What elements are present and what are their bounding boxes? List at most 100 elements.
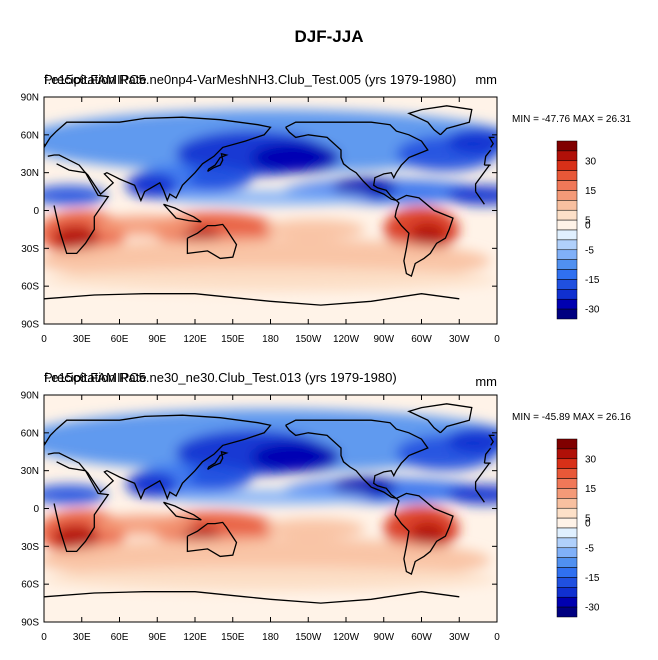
colorbar-box bbox=[556, 229, 578, 241]
x-tick-label: 0 bbox=[41, 632, 47, 643]
x-tick-label: 30E bbox=[73, 334, 91, 345]
panel-top: Precipitation Rate f.e15c6.FAMIPC5.ne0np… bbox=[21, 72, 632, 345]
y-tick-label: 0 bbox=[33, 504, 39, 515]
y-tick-label: 30S bbox=[21, 244, 39, 255]
coastline bbox=[285, 121, 429, 202]
colorbar-box bbox=[556, 596, 578, 608]
field-region bbox=[333, 476, 397, 498]
field-region bbox=[44, 598, 497, 622]
colorbar-box bbox=[556, 438, 578, 450]
coastline bbox=[394, 492, 454, 576]
coastline bbox=[394, 194, 454, 278]
colorbar-label: 0 bbox=[585, 221, 591, 232]
field-region bbox=[94, 215, 195, 236]
colorbar-box bbox=[556, 567, 578, 578]
colorbar-box bbox=[556, 190, 578, 201]
x-tick-label: 90W bbox=[373, 632, 394, 643]
y-tick-label: 30N bbox=[21, 466, 39, 477]
colorbar-box bbox=[556, 249, 578, 260]
coastline bbox=[207, 152, 229, 172]
colorbar-label: 0 bbox=[585, 519, 591, 530]
panel-bottom-colorbar: 30 15 50 -5 -15 -30 bbox=[556, 438, 600, 618]
colorbar-box bbox=[556, 547, 578, 558]
colorbar-box bbox=[556, 259, 578, 270]
coastline bbox=[475, 191, 485, 205]
colorbar-box bbox=[556, 458, 578, 469]
field-region bbox=[44, 566, 497, 592]
x-tick-label: 60W bbox=[411, 334, 432, 345]
colorbar-label: -30 bbox=[585, 603, 600, 614]
colorbar-box bbox=[556, 468, 578, 479]
colorbar-label: 30 bbox=[585, 156, 597, 167]
y-tick-label: 60S bbox=[21, 282, 39, 293]
x-tick-label: 150E bbox=[221, 632, 245, 643]
coastline bbox=[488, 434, 495, 446]
colorbar-box bbox=[556, 577, 578, 588]
panel-bottom-case-title: f.e15c6.FAMIPC5.ne30_ne30.Club_Test.013 … bbox=[44, 370, 397, 385]
x-tick-label: 180 bbox=[262, 632, 279, 643]
colorbar-label: -15 bbox=[585, 573, 600, 584]
y-tick-label: 30S bbox=[21, 542, 39, 553]
y-tick-label: 60S bbox=[21, 580, 39, 591]
colorbar-label: 15 bbox=[585, 186, 597, 197]
panel-top-units: mm bbox=[475, 72, 497, 87]
field-region bbox=[125, 471, 177, 498]
panel-bottom: Precipitation Rate f.e15c6.FAMIPC5.ne30_… bbox=[21, 370, 632, 643]
field-region bbox=[446, 128, 497, 154]
colorbar-label: 5 bbox=[585, 216, 591, 227]
colorbar-box bbox=[556, 488, 578, 499]
y-tick-label: 0 bbox=[33, 206, 39, 217]
field-region bbox=[188, 166, 252, 192]
y-tick-label: 90S bbox=[21, 618, 39, 629]
colorbar-box bbox=[556, 200, 578, 211]
coastline bbox=[44, 293, 271, 302]
field-region bbox=[44, 298, 497, 324]
colorbar-box bbox=[556, 606, 578, 618]
x-tick-label: 120E bbox=[183, 632, 207, 643]
panel-top-case-title: f.e15c6.FAMIPC5.ne0np4-VarMeshNH3.Club_T… bbox=[44, 72, 456, 87]
colorbar-box bbox=[556, 527, 578, 539]
y-tick-label: 60N bbox=[21, 130, 39, 141]
panel-bottom-stats: MIN = -45.89 MAX = 26.16 bbox=[512, 412, 631, 423]
x-tick-label: 60E bbox=[111, 632, 129, 643]
x-tick-label: 150E bbox=[221, 334, 245, 345]
colorbar-label: 30 bbox=[585, 454, 597, 465]
coastline bbox=[44, 414, 272, 501]
coastline bbox=[407, 403, 473, 434]
x-tick-label: 60E bbox=[111, 334, 129, 345]
coastline bbox=[186, 521, 238, 558]
x-tick-label: 120W bbox=[333, 632, 360, 643]
x-tick-label: 150W bbox=[295, 334, 322, 345]
x-tick-label: 0 bbox=[494, 334, 500, 345]
coastline bbox=[407, 105, 473, 136]
x-tick-label: 60W bbox=[411, 632, 432, 643]
colorbar-box bbox=[556, 150, 578, 162]
colorbar-box bbox=[556, 170, 578, 181]
colorbar-box bbox=[556, 289, 578, 300]
field-region bbox=[44, 185, 107, 206]
field-region bbox=[410, 223, 446, 249]
colorbar-label: -5 bbox=[585, 543, 594, 554]
field-region bbox=[446, 427, 497, 454]
colorbar-box bbox=[556, 269, 578, 280]
figure-title: DJF-JJA bbox=[295, 27, 364, 46]
panel-bottom-units: mm bbox=[475, 374, 497, 389]
y-tick-label: 30N bbox=[21, 168, 39, 179]
y-tick-label: 90N bbox=[21, 93, 39, 104]
coastline bbox=[483, 447, 492, 464]
x-tick-label: 90W bbox=[373, 334, 394, 345]
field-region bbox=[446, 484, 497, 505]
colorbar-box bbox=[556, 478, 578, 489]
coastline bbox=[163, 203, 202, 223]
coastline bbox=[474, 462, 490, 490]
colorbar-label: 15 bbox=[585, 484, 597, 495]
colorbar-box bbox=[556, 308, 578, 320]
coastline bbox=[163, 501, 202, 521]
field-region bbox=[169, 489, 372, 505]
colorbar-box bbox=[556, 448, 578, 460]
x-tick-label: 30W bbox=[449, 632, 470, 643]
colorbar-box bbox=[556, 239, 578, 251]
coastline bbox=[270, 591, 460, 604]
coastline bbox=[474, 164, 490, 192]
